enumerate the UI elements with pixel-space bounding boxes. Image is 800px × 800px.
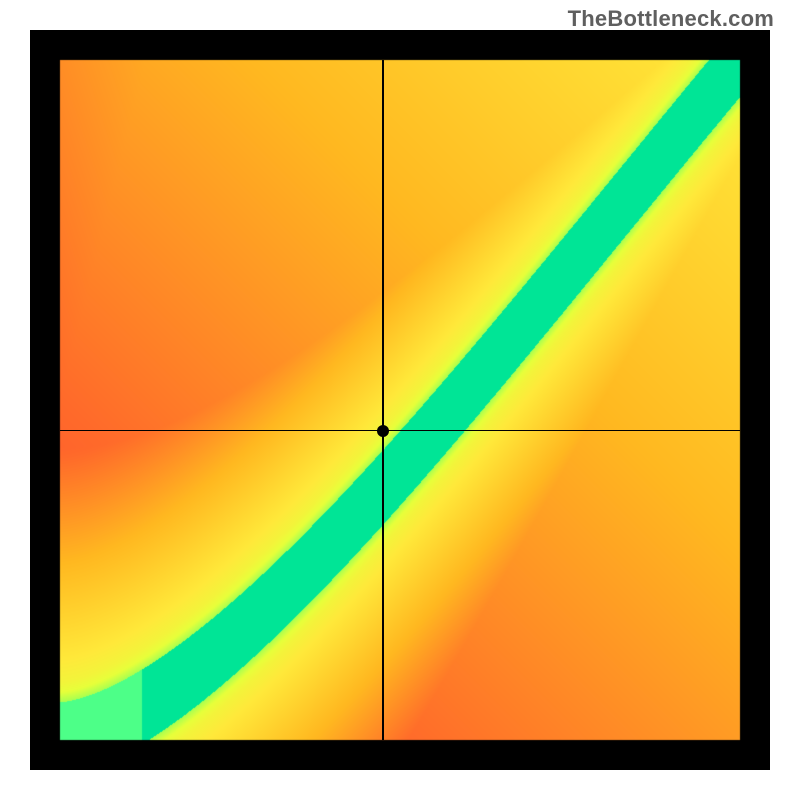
watermark-text: TheBottleneck.com <box>568 6 774 32</box>
heatmap-canvas <box>30 30 770 770</box>
crosshair-vertical <box>382 60 384 740</box>
crosshair-marker <box>377 425 389 437</box>
crosshair-horizontal <box>60 430 740 432</box>
chart-frame <box>30 30 770 770</box>
chart-container: TheBottleneck.com <box>0 0 800 800</box>
